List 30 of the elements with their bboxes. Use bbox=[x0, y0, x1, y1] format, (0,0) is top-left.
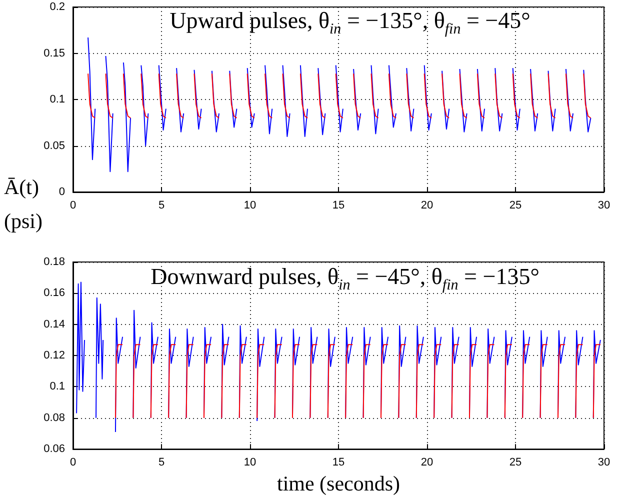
x-tick-label: 30 bbox=[598, 456, 610, 469]
x-tick-label: 0 bbox=[70, 200, 76, 212]
y-tick-label: 0.18 bbox=[44, 256, 65, 268]
x-axis-title: time (seconds) bbox=[276, 472, 400, 496]
x-tick-label: 15 bbox=[332, 200, 345, 212]
chart-title: Upward pulses, θ$_{in}$ = −135°, θ$_{fin}$ = −45° bbox=[170, 8, 530, 39]
x-tick-label: 0 bbox=[70, 456, 76, 469]
y-tick-label: 0.1 bbox=[50, 94, 65, 106]
y-tick-label: 0.05 bbox=[44, 140, 65, 152]
y-tick-label: 0.06 bbox=[44, 443, 65, 456]
x-tick-label: 25 bbox=[509, 200, 522, 212]
y-tick-label: 0.1 bbox=[50, 380, 65, 393]
x-tick-label: 20 bbox=[420, 456, 434, 469]
y-tick-label: 0.2 bbox=[50, 1, 65, 13]
y-tick-label: 0.08 bbox=[44, 412, 65, 424]
chart-title: Downward pulses, θ$_{in}$ = −45°, θ$_{fin}$ = −135° bbox=[150, 264, 540, 295]
y-tick-label: 0.15 bbox=[44, 47, 65, 60]
y-tick-label: 0.16 bbox=[44, 287, 65, 300]
y-axis-title: Ā(t) (psi) bbox=[4, 175, 42, 233]
x-tick-label: 20 bbox=[420, 200, 434, 212]
x-tick-label: 15 bbox=[332, 456, 345, 469]
y-tick-label: 0.12 bbox=[44, 350, 65, 362]
x-tick-label: 10 bbox=[244, 200, 256, 212]
x-tick-label: 5 bbox=[158, 456, 165, 469]
x-tick-label: 5 bbox=[158, 200, 165, 212]
x-tick-label: 10 bbox=[244, 456, 256, 469]
x-tick-label: 30 bbox=[598, 200, 610, 212]
x-tick-label: 25 bbox=[509, 456, 522, 469]
y-tick-label: 0.14 bbox=[44, 318, 65, 330]
y-tick-label: 0 bbox=[58, 186, 65, 198]
